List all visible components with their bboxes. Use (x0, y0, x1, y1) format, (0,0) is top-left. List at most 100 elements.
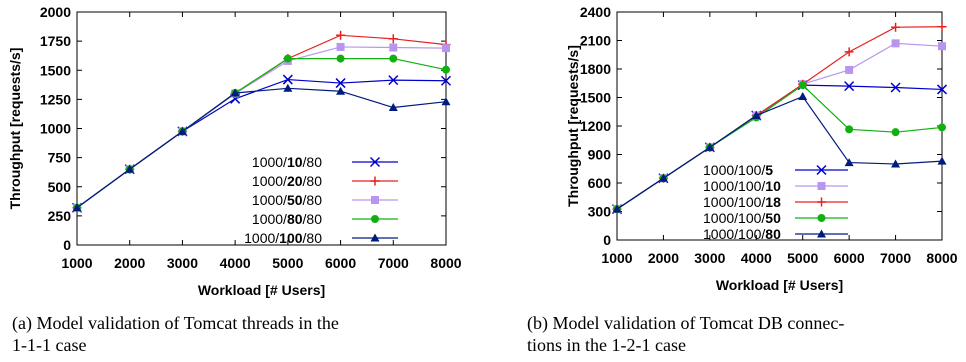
chart-a-ytick-label: 2000 (40, 4, 71, 20)
chart-a-point-s0-7 (440, 75, 452, 86)
chart-a-point-s1-5 (336, 30, 346, 40)
chart-b-point-s2-6 (891, 22, 901, 32)
chart-b-point-s4-5 (844, 158, 854, 167)
chart-b-point-s2-7 (937, 22, 947, 32)
chart-b-point-s4-7 (937, 156, 947, 165)
chart-a-point-s0-5 (335, 78, 346, 89)
chart-a-legend-marker-4 (370, 233, 380, 242)
chart-a-point-s4-7 (441, 97, 451, 106)
chart-b-point-s4-2 (705, 142, 715, 151)
chart-a-legend-label-3: 1000/80/80 (252, 211, 322, 227)
chart-a-point-s3-6 (389, 54, 398, 63)
chart-a-legend-marker-2 (371, 196, 379, 204)
chart-a-ylabel: Throughput [requests/s] (7, 48, 23, 210)
chart-a-ytick-label: 1000 (40, 121, 71, 137)
chart-b-legend-marker-4 (817, 229, 826, 238)
chart-b-point-s0-5 (844, 81, 855, 92)
chart-b-ytick-label: 1500 (580, 90, 611, 106)
chart-a-legend-marker-1 (370, 176, 380, 186)
chart-b-point-s4-4 (798, 92, 808, 101)
chart-b-ylabel: Throughput [requests/s] (565, 45, 581, 207)
chart-b-caption-line1: (b) Model validation of Tomcat DB connec… (527, 313, 845, 333)
chart-b-xtick-label: 6000 (834, 250, 865, 266)
chart-b-point-s3-6 (891, 128, 900, 137)
chart-b-point-s1-6 (891, 39, 900, 48)
chart-b-xtick-label: 7000 (880, 250, 911, 266)
chart-a-point-s2-5 (336, 42, 345, 51)
chart-a-point-s4-5 (336, 86, 346, 95)
chart-a-caption-line1: (a) Model validation of Tomcat threads i… (12, 313, 339, 333)
chart-a-legend-marker-3 (371, 215, 379, 223)
chart-a-caption: (a) Model validation of Tomcat threads i… (12, 312, 339, 356)
chart-a-legend-marker-0 (369, 156, 381, 168)
chart-a-ytick-label: 750 (48, 150, 72, 166)
chart-b-point-s3-4 (798, 81, 807, 90)
chart-a-xlabel: Workload [# Users] (198, 282, 325, 298)
chart-a-point-s4-3 (230, 88, 240, 97)
chart-a-point-s3-5 (336, 54, 345, 63)
chart-a-caption-line2: 1-1-1 case (12, 335, 87, 355)
chart-a-point-s4-6 (388, 103, 398, 112)
chart-b-legend-marker-2 (817, 197, 826, 207)
chart-a-xtick-label: 2000 (114, 255, 145, 271)
chart-b-xtick-label: 5000 (787, 250, 818, 266)
chart-b-legend-label-2: 1000/100/18 (703, 194, 781, 210)
chart-b-point-s1-5 (845, 65, 854, 74)
chart-a-ytick-label: 500 (48, 179, 72, 195)
chart-b-ytick-label: 1200 (580, 118, 611, 134)
chart-b-ytick-label: 2400 (580, 4, 611, 20)
chart-b-ytick-label: 1800 (580, 61, 611, 77)
chart-b-point-s4-3 (751, 111, 761, 120)
chart-a-point-s4-0 (72, 203, 82, 212)
chart-b-legend-label-0: 1000/100/5 (703, 162, 773, 178)
chart-b-point-s0-7 (936, 84, 948, 95)
chart-a-ytick-label: 1750 (40, 33, 71, 49)
chart-b-point-s4-1 (658, 173, 668, 182)
chart-a-xtick-label: 3000 (167, 255, 198, 271)
chart-b-ytick-label: 300 (588, 204, 612, 220)
chart-b-point-s1-7 (938, 42, 946, 51)
chart-a-legend-label-4: 1000/100/80 (244, 230, 322, 246)
chart-a-series-line-4 (76, 87, 447, 209)
chart-b-point-s4-6 (891, 159, 901, 168)
chart-a-legend-label-0: 1000/10/80 (252, 154, 322, 170)
chart-a-ytick-label: 250 (48, 208, 72, 224)
chart-b-point-s3-7 (938, 123, 946, 132)
chart-a-point-s4-4 (283, 83, 293, 92)
chart-a-legend-label-1: 1000/20/80 (252, 173, 322, 189)
chart-a-point-s4-2 (177, 126, 187, 135)
chart-a-xtick-label: 7000 (378, 255, 409, 271)
chart-b-point-s4-0 (612, 204, 622, 213)
chart-b-point-s0-6 (890, 82, 901, 93)
chart-b-ytick-label: 600 (588, 175, 612, 191)
chart-b-legend-marker-1 (817, 182, 826, 190)
chart-b-xtick-label: 2000 (648, 250, 679, 266)
chart-a-point-s3-7 (442, 65, 450, 74)
chart-b-xlabel: Workload [# Users] (716, 277, 843, 293)
chart-b-xtick-label: 4000 (741, 250, 772, 266)
chart-a-point-s0-4 (282, 74, 293, 85)
chart-a-ytick-label: 0 (63, 237, 71, 253)
chart-b-ytick-label: 900 (588, 147, 612, 163)
chart-b-caption: (b) Model validation of Tomcat DB connec… (527, 312, 844, 356)
chart-b-xtick-label: 3000 (694, 250, 725, 266)
chart-b-legend-marker-0 (816, 164, 827, 176)
chart-a-ytick-label: 1500 (40, 62, 71, 78)
chart-b-ytick-label: 2100 (580, 33, 611, 49)
chart-a-legend-label-2: 1000/50/80 (252, 192, 322, 208)
chart-b-legend-label-4: 1000/100/80 (703, 226, 781, 242)
chart-a-point-s4-1 (125, 164, 135, 173)
chart-b-legend-label-1: 1000/100/10 (703, 178, 781, 194)
chart-b-xtick-label: 1000 (601, 250, 632, 266)
chart-a-point-s2-6 (389, 43, 398, 52)
chart-b-xtick-label: 8000 (926, 250, 957, 266)
chart-a-point-s2-7 (442, 44, 450, 53)
chart-b-ytick-label: 0 (603, 232, 611, 248)
chart-a-point-s1-6 (388, 34, 398, 44)
chart-a-xtick-label: 5000 (272, 255, 303, 271)
chart-a-point-s0-6 (388, 75, 399, 86)
chart-a: 0 250 500 750 1000 1250 1500 1750 2000 1000 2000 30… (7, 4, 462, 298)
chart-a-ytick-label: 1250 (40, 91, 71, 107)
chart-a-point-s3-4 (283, 54, 292, 63)
